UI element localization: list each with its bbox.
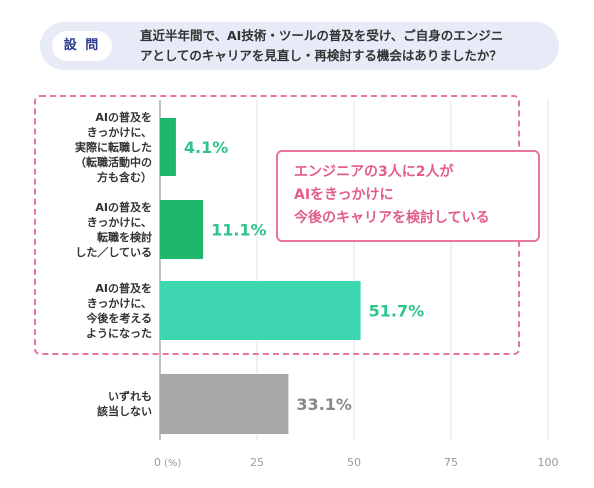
category-label-1: AIの普及を きっかけに、 実際に転職した （転職活動中の 方も含む） [38,110,152,185]
category-label-line: きっかけに、 [86,215,152,229]
category-label-line: AIの普及を [95,200,152,214]
callout-box: エンジニアの3人に2人が AIをきっかけに 今後のキャリアを検討している [276,150,540,242]
category-label-line: いずれも [108,390,152,403]
category-label-line: AIの普及を [95,281,152,295]
bar-1 [160,118,176,176]
question-banner [40,22,559,70]
category-label-line: 実際に転職した [75,140,152,154]
question-badge: 設 問 [52,31,112,61]
category-label-line: 方も含む） [97,170,152,184]
category-label-line: AIの普及を [95,110,152,124]
callout-line-3: 今後のキャリアを検討している [294,210,490,226]
bar-2 [160,200,204,259]
bar-value-label-1: 4.1% [184,138,228,157]
x-tick-label: 50 [347,456,361,469]
question-text: 直近半年間で、AI技術・ツールの普及を受け、ご自身のエンジニ アとしてのキャリア… [140,26,550,66]
bar-value-label-3: 51.7% [369,302,425,321]
category-label-line: 転職を検討 [97,230,152,244]
category-label-line: した／している [75,245,152,259]
bar-4 [160,374,289,434]
category-label-4: いずれも該当しない [38,389,152,419]
x-unit-label: (%) [164,458,181,469]
category-label-line: 今後を考える [86,311,152,325]
callout-line-1: エンジニアの3人に2人が [294,164,454,180]
category-label-2: AIの普及を きっかけに、 転職を検討 した／している [38,200,152,260]
x-tick-label: 75 [444,456,458,469]
x-tick-label: 25 [250,456,264,469]
category-label-line: （転職活動中の [75,155,152,169]
x-tick-label: 0 [154,456,161,469]
category-label-line: 該当しない [97,405,152,418]
bar-value-label-4: 33.1% [296,395,352,414]
bar-3 [160,281,361,340]
category-label-3: AIの普及を きっかけに、 今後を考える ようになった [38,281,152,341]
category-label-line: ようになった [86,326,152,340]
callout-line-2: AIをきっかけに [294,187,394,203]
category-label-line: きっかけに、 [86,125,152,139]
bar-value-label-2: 11.1% [211,221,267,240]
question-line-2: アとしてのキャリアを見直し・再検討する機会はありましたか？ [140,48,502,63]
question-line-1: 直近半年間で、AI技術・ツールの普及を受け、ご自身のエンジニ [140,28,504,43]
x-tick-label: 100 [538,456,559,469]
category-label-line: きっかけに、 [86,296,152,310]
